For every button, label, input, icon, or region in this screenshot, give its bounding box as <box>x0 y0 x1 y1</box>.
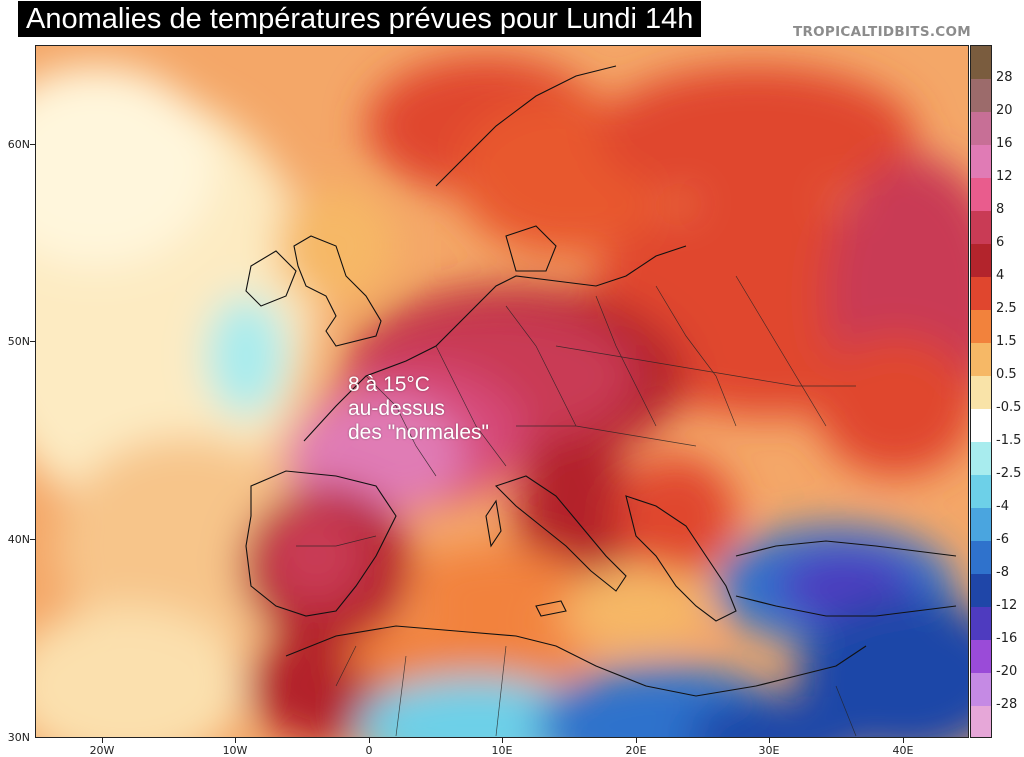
lon-label-30e: 30E <box>758 744 780 757</box>
map-canvas <box>36 46 968 737</box>
colorbar-tick-label: 2.5 <box>996 301 1017 316</box>
colorbar-segment <box>971 79 991 112</box>
lon-tick <box>903 738 904 743</box>
lon-label-20w: 20W <box>89 744 115 757</box>
colorbar-segment <box>971 145 991 178</box>
lat-label-30n: 30N <box>7 731 30 744</box>
colorbar-tick-label: -20 <box>996 664 1018 679</box>
colorbar-segment <box>971 112 991 145</box>
lat-label-60n: 60N <box>7 138 30 151</box>
lat-tick <box>30 144 35 145</box>
colorbar-segment <box>971 376 991 409</box>
lon-tick <box>235 738 236 743</box>
colorbar-tick-label: 20 <box>996 103 1013 118</box>
anomaly-map: 8 à 15°C au-dessus des "normales" <box>35 45 969 738</box>
country-borders <box>296 275 857 737</box>
colorbar-tick-label: 6 <box>996 235 1005 250</box>
source-credit: TROPICALTIDBITS.COM <box>792 24 971 40</box>
annotation-line-1: 8 à 15°C <box>348 373 430 396</box>
colorbar-tick-label: -1.5 <box>996 433 1022 448</box>
colorbar-tick-label: -28 <box>996 697 1018 712</box>
lat-label-40n: 40N <box>7 533 30 546</box>
colorbar-segment <box>971 706 991 737</box>
annotation-line-2: au-dessus <box>348 397 445 420</box>
lon-tick <box>636 738 637 743</box>
lon-tick <box>369 738 370 743</box>
colorbar-tick-label: -0.5 <box>996 400 1022 415</box>
colorbar-segment <box>971 409 991 442</box>
lon-tick <box>769 738 770 743</box>
colorbar-tick-label: -12 <box>996 598 1018 613</box>
colorbar-segment <box>971 277 991 310</box>
colorbar-segment <box>971 640 991 673</box>
colorbar-tick-label: 16 <box>996 136 1013 151</box>
colorbar-segment <box>971 607 991 640</box>
lon-label-40e: 40E <box>892 744 914 757</box>
lat-tick <box>30 341 35 342</box>
colorbar-segment <box>971 541 991 574</box>
colorbar-segment <box>971 442 991 475</box>
lon-tick <box>502 738 503 743</box>
colorbar-tick-label: 4 <box>996 268 1005 283</box>
colorbar-tick-label: 1.5 <box>996 334 1017 349</box>
colorbar-tick-label: 8 <box>996 202 1005 217</box>
colorbar-segment <box>971 673 991 706</box>
colorbar-segment <box>971 508 991 541</box>
colorbar-segment <box>971 475 991 508</box>
colorbar-tick-label: -16 <box>996 631 1018 646</box>
lon-tick <box>102 738 103 743</box>
map-title: Anomalies de températures prévues pour L… <box>18 1 702 37</box>
colorbar-tick-label: -6 <box>996 532 1009 547</box>
anomaly-annotation: 8 à 15°C au-dessus des "normales" <box>348 373 489 445</box>
lat-label-50n: 50N <box>7 335 30 348</box>
lon-label-10e: 10E <box>491 744 513 757</box>
colorbar <box>970 45 992 738</box>
colorbar-tick-label: -8 <box>996 565 1009 580</box>
colorbar-segment <box>971 211 991 244</box>
lat-tick <box>30 539 35 540</box>
colorbar-tick-label: -2.5 <box>996 466 1022 481</box>
colorbar-tick-label: 12 <box>996 169 1013 184</box>
colorbar-segment <box>971 46 991 79</box>
colorbar-segment <box>971 574 991 607</box>
colorbar-segment <box>971 310 991 343</box>
anomaly-field <box>36 56 968 737</box>
lon-label-0: 0 <box>365 744 373 757</box>
colorbar-tick-label: 28 <box>996 70 1013 85</box>
annotation-line-3: des "normales" <box>348 421 489 444</box>
colorbar-tick-label: 0.5 <box>996 367 1017 382</box>
lon-label-10w: 10W <box>222 744 248 757</box>
colorbar-segment <box>971 178 991 211</box>
colorbar-segment <box>971 343 991 376</box>
colorbar-tick-label: -4 <box>996 499 1009 514</box>
colorbar-segment <box>971 244 991 277</box>
lon-label-20e: 20E <box>625 744 647 757</box>
